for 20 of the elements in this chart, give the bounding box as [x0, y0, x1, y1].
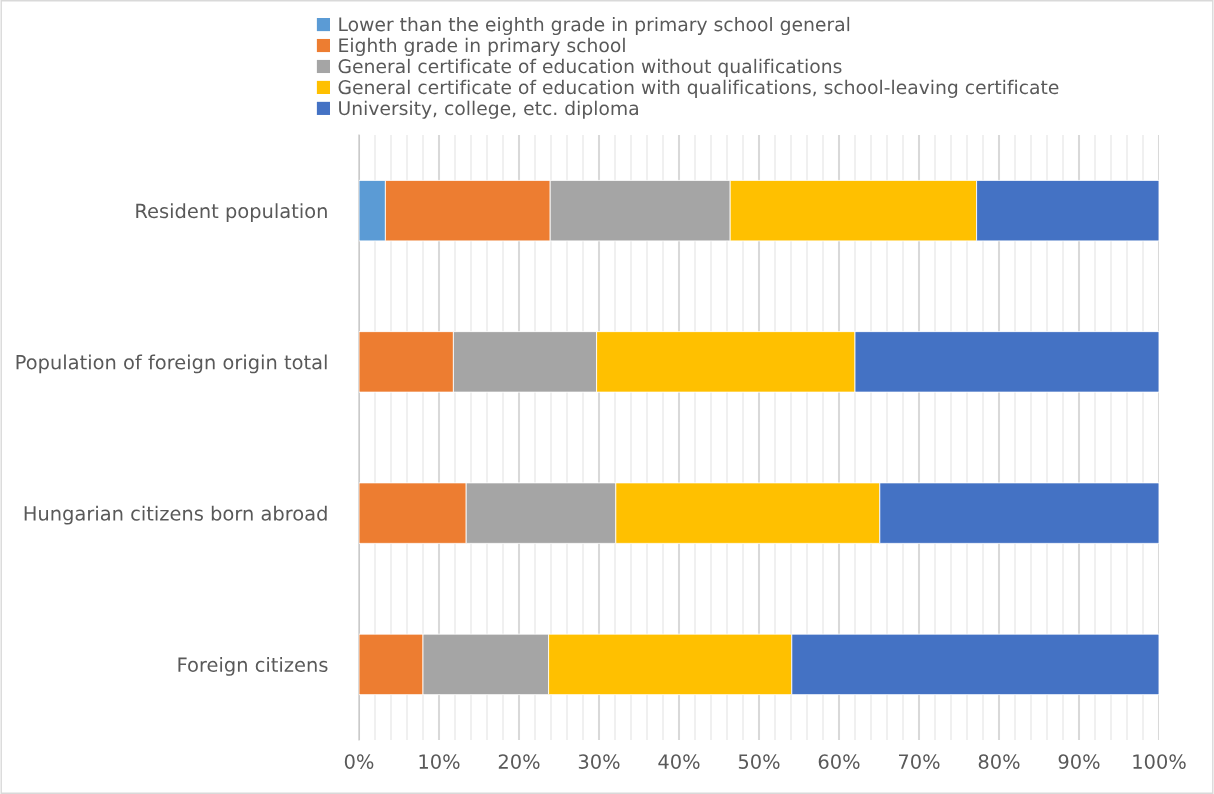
y-tick-label: Hungarian citizens born abroad: [24, 505, 327, 525]
legend-label: General certificate of education with qualifications, school-leaving certificate: [338, 79, 1059, 98]
y-tick-label: Population of foreign origin total: [16, 354, 327, 374]
legend-label: Lower than the eighth grade in primary school general: [339, 16, 850, 36]
x-tick-label: 50%: [738, 754, 780, 769]
x-tick-label: 100%: [1133, 754, 1186, 769]
x-tick-label: 10%: [419, 754, 460, 769]
x-tick-label: 60%: [818, 754, 860, 769]
legend-label: General certificate of education without qualifications: [338, 58, 842, 77]
x-tick-label: 90%: [1058, 754, 1100, 769]
y-tick-label: Resident population: [136, 203, 327, 223]
legend-label: University, college, etc. diploma: [339, 100, 638, 119]
x-tick-label: 80%: [978, 754, 1020, 769]
legend-label: Eighth grade in primary school: [339, 37, 625, 56]
x-tick-label: 70%: [898, 754, 940, 769]
x-tick-label: 20%: [498, 754, 540, 769]
y-tick-label: Foreign citizens: [178, 656, 328, 676]
x-tick-label: 30%: [578, 754, 620, 769]
x-tick-label: 40%: [658, 754, 700, 769]
x-tick-label: 0%: [344, 754, 374, 769]
